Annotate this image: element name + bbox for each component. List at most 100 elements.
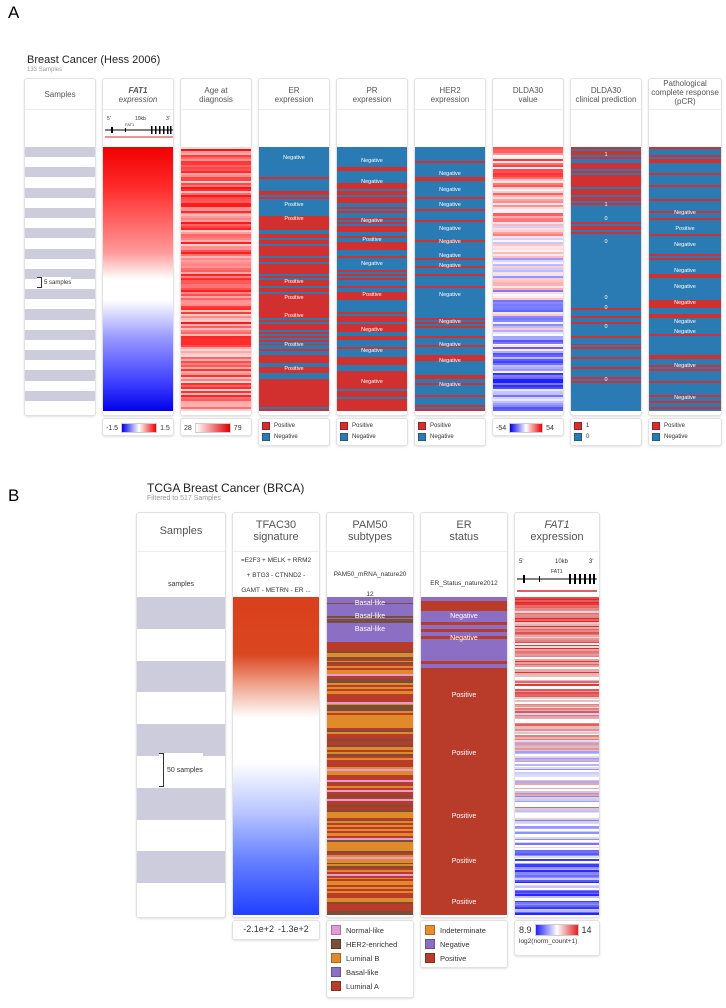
pr-column[interactable]: PR expression Negative Negative Negative Po…	[336, 78, 408, 416]
heatmap-row	[181, 335, 251, 338]
swatch-normal-like	[331, 925, 341, 935]
er-column-a[interactable]: ER expression Negative Positive Positive Po…	[258, 78, 330, 416]
heatmap-row	[181, 285, 251, 289]
heatmap-row	[515, 749, 599, 752]
pam50-legend: Normal-like HER2-enriched Luminal B Basa…	[326, 920, 414, 998]
heatmap-row	[415, 405, 485, 408]
heatmap-row	[337, 293, 407, 296]
heatmap-row	[571, 351, 641, 354]
heatmap-row	[327, 649, 413, 652]
heatmap-row	[421, 614, 507, 619]
heatmap-row	[181, 192, 251, 195]
heatmap-row	[493, 238, 563, 241]
heatmap-row	[181, 234, 251, 237]
heatmap-row	[515, 709, 599, 712]
heatmap-row	[421, 646, 507, 651]
heatmap-row	[421, 671, 507, 675]
heatmap-row	[181, 341, 251, 344]
heatmap-row	[571, 335, 641, 338]
heatmap-row	[327, 741, 413, 744]
heatmap-row	[515, 837, 599, 839]
heatmap-row	[515, 713, 599, 715]
legend-swatch-negative	[340, 433, 348, 441]
heatmap-row	[181, 210, 251, 213]
heatmap-row	[571, 196, 641, 199]
heatmap-row	[515, 705, 599, 707]
heatmap-row	[649, 240, 721, 243]
heatmap-row	[415, 357, 485, 360]
heatmap-row	[259, 317, 329, 320]
heatmap-row	[259, 279, 329, 283]
heatmap-row	[259, 395, 329, 398]
pam50-column[interactable]: PAM50 subtypes PAM50_mRNA_nature20 12 Ba…	[326, 512, 414, 918]
sample-stripe	[137, 724, 225, 756]
heatmap-row	[515, 692, 599, 695]
dlda-legend-min: -54	[496, 424, 507, 432]
heatmap-row	[571, 218, 641, 221]
heatmap-row	[493, 391, 563, 394]
dlda-value-column[interactable]: DLDA30 value	[492, 78, 564, 416]
heatmap-row	[259, 293, 329, 296]
heatmap-row	[415, 160, 485, 163]
heatmap-row	[493, 258, 563, 261]
heatmap-row	[327, 714, 413, 717]
heatmap-row	[649, 272, 721, 275]
heatmap-row	[337, 283, 407, 287]
fat1-heatmap-a	[103, 147, 173, 411]
age-column[interactable]: Age at diagnosis	[180, 78, 252, 416]
heatmap-row	[259, 150, 329, 154]
heatmap-row	[649, 266, 721, 269]
heatmap-row	[415, 252, 485, 255]
heatmap-row	[649, 192, 721, 195]
heatmap-row	[337, 295, 407, 298]
heatmap-row	[515, 767, 599, 769]
sample-stripe	[25, 218, 95, 229]
pcr-column[interactable]: Pathological complete response (pCR) Neg…	[648, 78, 722, 416]
heatmap-row	[515, 649, 599, 652]
heatmap-row	[415, 365, 485, 368]
heatmap-row	[337, 289, 407, 293]
heatmap-row	[493, 166, 563, 169]
heatmap-row	[493, 162, 563, 165]
heatmap-row	[337, 403, 407, 406]
heatmap-row	[415, 351, 485, 354]
heatmap-row	[415, 409, 485, 411]
pam50-legend-normal: Normal-like	[346, 925, 384, 935]
age-legend-max: 79	[233, 424, 242, 432]
heatmap-row	[327, 868, 413, 871]
heatmap-row	[571, 182, 641, 185]
er-legend-positive-b: Positive	[440, 953, 467, 963]
her2-column[interactable]: HER2 expression Negative Negative Negative…	[414, 78, 486, 416]
fat1-column-a[interactable]: FAT1 expression 5' 10kb 3' FAT1	[102, 78, 174, 416]
heatmap-row	[571, 293, 641, 296]
heatmap-row	[421, 851, 507, 856]
heatmap-row	[337, 341, 407, 344]
heatmap-row	[515, 806, 599, 809]
heatmap-row	[493, 405, 563, 408]
er-status-column[interactable]: ER status ER_Status_nature2012 Negative N…	[420, 512, 508, 918]
fat1-column-b[interactable]: FAT1 expression 5' 10kb 3' FAT1	[514, 512, 600, 918]
heatmap-row	[571, 285, 641, 289]
heatmap-row	[415, 190, 485, 193]
heatmap-row	[515, 719, 599, 722]
heatmap-row	[415, 148, 485, 152]
heatmap-row	[327, 776, 413, 779]
fat1-legend-gradient-a	[121, 423, 158, 433]
heatmap-row	[415, 238, 485, 241]
heatmap-row	[515, 875, 599, 877]
heatmap-row	[515, 907, 599, 909]
heatmap-row	[515, 752, 599, 755]
heatmap-row	[337, 147, 407, 150]
er-status-line1: ER	[456, 519, 472, 531]
heatmap-row	[259, 252, 329, 255]
heatmap-row	[571, 246, 641, 249]
heatmap-row	[259, 323, 329, 326]
heatmap-row	[421, 752, 507, 757]
heatmap-row	[649, 349, 721, 352]
tfac-column[interactable]: TFAC30 signature =E2F3 + MELK + RRM2 + B…	[232, 512, 320, 918]
heatmap-row	[493, 228, 563, 231]
heatmap-row	[649, 202, 721, 205]
heatmap-row	[571, 276, 641, 279]
heatmap-row	[259, 331, 329, 334]
